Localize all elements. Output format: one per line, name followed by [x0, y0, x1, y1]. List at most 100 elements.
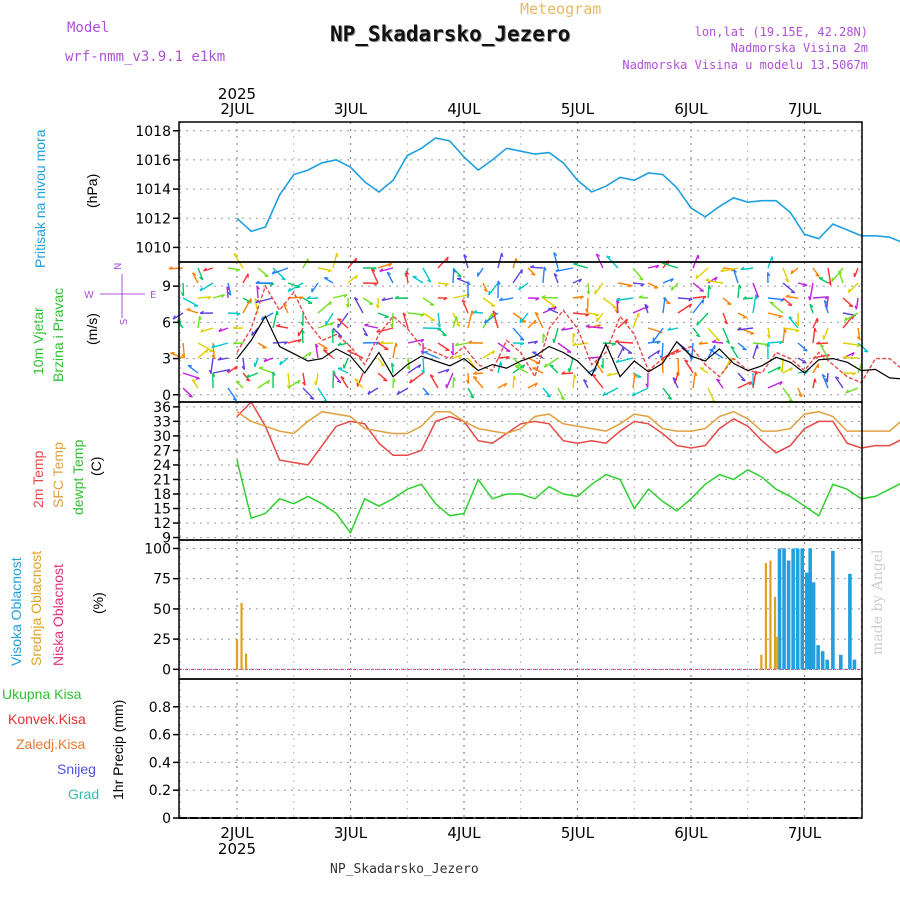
wind-arrow-head — [383, 379, 388, 382]
wind-arrow — [287, 296, 303, 299]
wind-arrow-head — [420, 339, 425, 343]
precip-ytick-label: 0.8 — [149, 700, 171, 716]
wind-arrow-head — [851, 372, 857, 376]
wind-arrow — [662, 348, 679, 359]
wind-arrow — [767, 381, 783, 389]
wind-arrow-head — [798, 393, 803, 398]
wind-arrow — [568, 357, 574, 373]
wind-arrow-head — [790, 269, 794, 275]
pressure-line — [236, 137, 900, 243]
wind-arrow-head — [779, 381, 783, 386]
wind-arrow — [364, 324, 379, 329]
wind-arrow-head — [467, 340, 473, 344]
wind-arrow — [461, 299, 469, 314]
wind-arrow-head — [233, 325, 238, 329]
wind-arrow-head — [695, 274, 698, 280]
top-day-label: 5JUL — [561, 100, 595, 118]
wind-arrow — [257, 379, 270, 389]
wind-arrow-head — [657, 350, 661, 355]
wind-arrow — [847, 282, 859, 294]
wind-arrow — [737, 312, 748, 319]
wind-arrow-head — [418, 364, 422, 369]
model-label: Model — [67, 20, 110, 36]
wind-arrow — [512, 357, 523, 367]
wind-arrow — [547, 308, 559, 314]
wind-arrow — [752, 295, 757, 314]
wind-arrow — [227, 312, 241, 315]
wind-arrow-head — [716, 378, 721, 382]
wind-ytick-label: 9 — [162, 279, 171, 295]
wind-arrow — [422, 267, 432, 283]
pressure-ytick-label: 1018 — [135, 124, 171, 140]
wind-arrow-head — [168, 266, 173, 270]
wind-arrow — [573, 263, 589, 269]
wind-arrow-head — [199, 276, 204, 281]
wind-arrow-head — [345, 303, 349, 308]
wind-arrow — [332, 293, 348, 299]
wind-arrow — [617, 342, 633, 354]
wind-arrow-head — [253, 362, 256, 367]
wind-arrow — [317, 301, 332, 314]
wind-arrow — [769, 301, 784, 314]
wind-arrow-head — [652, 337, 655, 342]
wind-arrow — [467, 387, 475, 399]
wind-arrow — [722, 312, 729, 325]
wind-arrow-head — [541, 295, 546, 299]
wind-arrow-head — [276, 311, 279, 316]
wind-arrow-head — [208, 369, 212, 375]
wind-arrow — [170, 352, 184, 359]
wind-arrow — [302, 258, 309, 269]
wind-arrow — [816, 342, 829, 345]
wind-arrow — [602, 297, 617, 309]
wind-arrow-head — [783, 328, 787, 333]
wind-arrow-head — [519, 338, 525, 341]
wind-arrow-head — [788, 316, 793, 320]
wind-arrow-head — [675, 349, 680, 354]
wind-arrow — [396, 387, 409, 395]
wind-arrow-head — [847, 288, 851, 293]
precip-ytick-label: 0 — [162, 811, 171, 827]
wind-arrow — [812, 328, 816, 344]
wind-arrow-head — [388, 262, 393, 267]
wind-arrow — [782, 282, 796, 294]
precip-ytick-label: 0.2 — [149, 783, 171, 799]
wind-arrow-head — [586, 290, 590, 295]
precip-frame — [178, 678, 863, 819]
wind-arrow — [422, 357, 425, 374]
wind-arrow-head — [473, 310, 478, 314]
wind-arrow-head — [450, 350, 454, 356]
temperature-ytick-label: 15 — [153, 502, 171, 518]
wind-arrow — [331, 329, 334, 344]
wind-arrow — [437, 312, 441, 328]
wind-arrow-head — [715, 338, 720, 342]
wind-arrow-head — [212, 372, 216, 378]
high_cloud-bar — [808, 548, 812, 670]
wind-arrow-head — [579, 295, 584, 300]
wind-arrow-head — [742, 348, 747, 351]
compass-west: W — [84, 290, 94, 301]
wind-arrow-head — [835, 376, 840, 380]
wind-arrow — [297, 327, 304, 337]
wind-arrow — [812, 267, 820, 277]
wind-arrow-head — [191, 378, 197, 383]
wind-arrow — [737, 372, 746, 382]
wind-arrow — [707, 327, 720, 342]
wind-arrow-head — [573, 262, 578, 265]
footer-station: NP_Skadarsko_Jezero — [330, 862, 479, 877]
wind-arrow — [488, 282, 499, 296]
wind-arrow — [287, 282, 304, 293]
wind-arrow-head — [606, 255, 611, 258]
wind-arrow — [707, 387, 716, 404]
wind-arrow-head — [469, 395, 475, 399]
wind-arrow — [781, 357, 784, 373]
legend-total-precip: Ukupna Kisa — [2, 686, 82, 702]
temperature-panel — [236, 400, 900, 535]
panel-frames — [178, 121, 863, 819]
wind-compass: N S W E — [84, 263, 156, 325]
wind-arrow — [632, 282, 645, 285]
wind-arrow-head — [727, 303, 732, 306]
sfc_temp-line — [236, 410, 900, 435]
wind-arrow — [527, 319, 537, 329]
wind-arrow-head — [391, 362, 395, 367]
